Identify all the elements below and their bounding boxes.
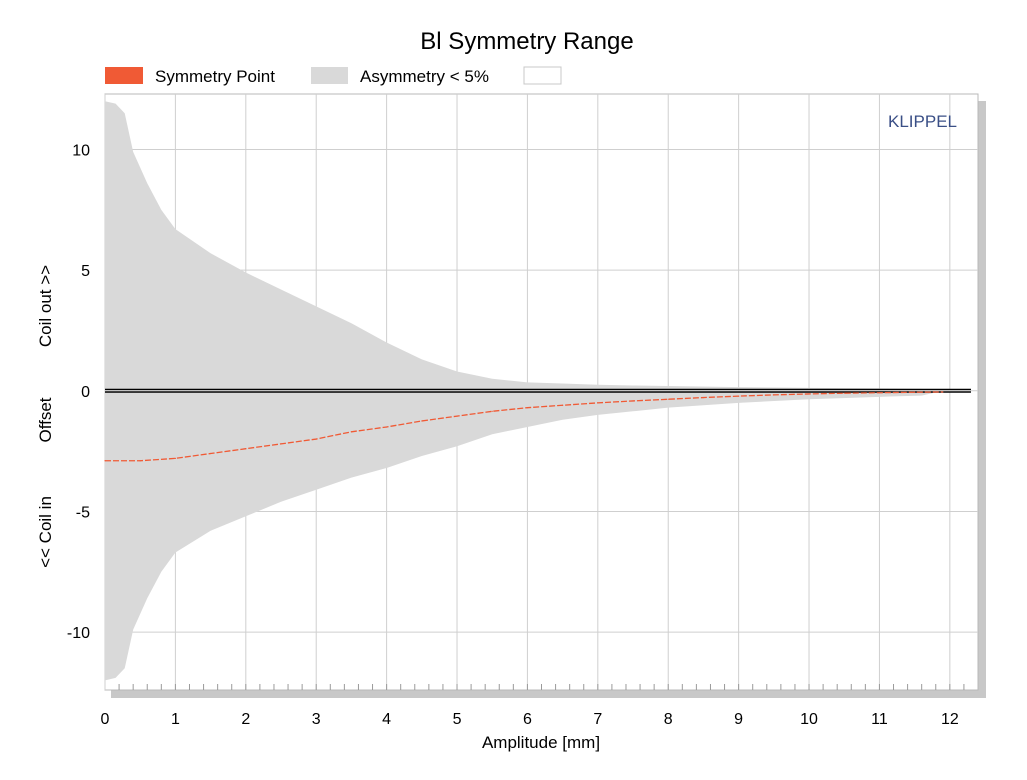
symmetry-point-0 xyxy=(104,460,106,462)
x-tick-label-2: 2 xyxy=(241,711,250,728)
symmetry-point-9 xyxy=(421,420,423,422)
symmetry-point-10 xyxy=(456,415,458,417)
symmetry-point-12 xyxy=(526,407,529,409)
x-tick-label-3: 3 xyxy=(312,711,321,728)
legend-label-symmetry-point: Symmetry Point xyxy=(155,67,275,86)
symmetry-point-14 xyxy=(597,402,599,404)
x-tick-label-10: 10 xyxy=(800,711,818,728)
klippel-watermark: KLIPPEL xyxy=(888,112,957,131)
x-tick-labels: 0 1 2 3 4 5 6 7 8 9 10 11 12 xyxy=(101,711,959,728)
symmetry-point-24 xyxy=(942,391,944,393)
legend: Symmetry Point Asymmetry < 5% xyxy=(105,66,562,86)
plot-shadow-right xyxy=(978,101,986,698)
symmetry-point-2 xyxy=(174,457,177,459)
x-tick-label-7: 7 xyxy=(593,711,602,728)
x-tick-label-4: 4 xyxy=(382,711,391,728)
y-tick-label--10: -10 xyxy=(67,625,90,642)
symmetry-point-11 xyxy=(491,410,493,412)
symmetry-point-4 xyxy=(245,448,247,450)
y-tick-labels: 10 5 0 -5 -10 xyxy=(67,142,90,642)
y-axis-label: << Coil in Offset Coil out >> xyxy=(36,265,55,568)
symmetry-point-20 xyxy=(808,393,810,395)
y-tick-label-5: 5 xyxy=(81,263,90,280)
symmetry-point-3 xyxy=(210,452,212,455)
x-tick-label-12: 12 xyxy=(941,711,959,728)
symmetry-point-19 xyxy=(773,394,775,396)
symmetry-point-22 xyxy=(878,392,881,394)
symmetry-point-6 xyxy=(315,438,317,440)
symmetry-point-18 xyxy=(738,395,740,397)
symmetry-point-23 xyxy=(914,391,916,393)
symmetry-point-16 xyxy=(667,398,669,400)
legend-swatch-empty xyxy=(523,66,562,85)
y-axis-label-offset: Offset xyxy=(36,397,55,442)
x-tick-label-0: 0 xyxy=(101,711,110,728)
x-tick-label-8: 8 xyxy=(664,711,673,728)
symmetry-point-7 xyxy=(350,431,353,433)
y-axis-label-coil-out: Coil out >> xyxy=(36,265,55,347)
minor-tick-marks xyxy=(118,684,965,690)
legend-swatch-asymmetry xyxy=(311,67,348,84)
y-tick-label-0: 0 xyxy=(81,384,90,401)
symmetry-point-1 xyxy=(139,460,141,462)
legend-label-asymmetry: Asymmetry < 5% xyxy=(360,67,489,86)
x-tick-label-1: 1 xyxy=(171,711,180,728)
symmetry-point-17 xyxy=(702,396,705,399)
x-tick-label-9: 9 xyxy=(734,711,743,728)
symmetry-point-21 xyxy=(843,392,845,394)
symmetry-point-5 xyxy=(280,443,282,445)
symmetry-point-15 xyxy=(632,400,634,402)
x-axis-label: Amplitude [mm] xyxy=(482,733,600,752)
symmetry-point-13 xyxy=(562,404,564,406)
series-lines xyxy=(104,388,971,462)
legend-swatch-symmetry-point xyxy=(105,67,143,84)
x-tick-label-11: 11 xyxy=(871,711,888,728)
chart-title: Bl Symmetry Range xyxy=(420,28,633,55)
plot-shadow-bottom xyxy=(111,690,986,698)
y-tick-label--5: -5 xyxy=(76,504,90,521)
x-tick-label-6: 6 xyxy=(523,711,532,728)
symmetry-point-8 xyxy=(386,426,388,428)
y-axis-label-coil-in: << Coil in xyxy=(36,496,55,568)
y-tick-label-10: 10 xyxy=(72,142,90,159)
x-tick-label-5: 5 xyxy=(453,711,462,728)
